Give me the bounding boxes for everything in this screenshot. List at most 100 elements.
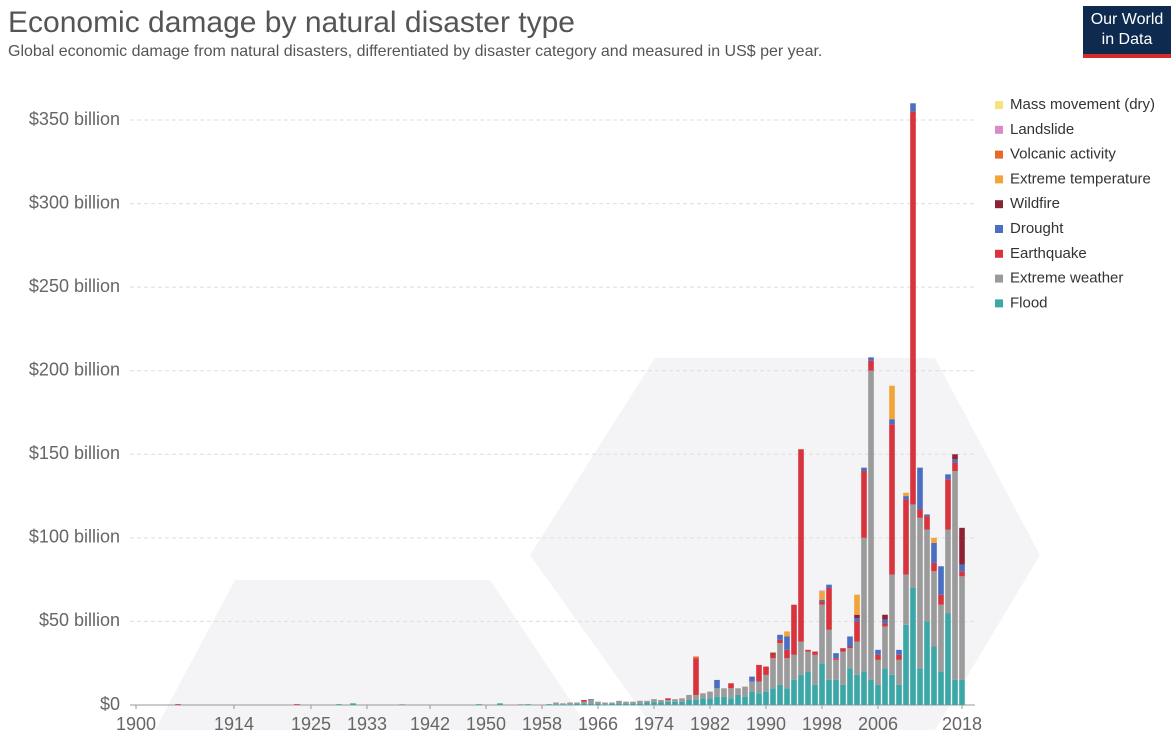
bar-segment [868,360,874,371]
bar-segment [840,648,846,652]
bar-segment [791,679,797,705]
bar-segment [588,699,594,704]
legend-swatch [995,101,1003,109]
bar-segment [770,654,776,659]
bar-segment [924,514,930,517]
bar-segment [693,699,699,705]
bar-segment [861,467,867,471]
bar-segment [581,703,587,705]
bar-segment [924,621,930,705]
bar-segment [819,663,825,705]
bar-segment [714,696,720,705]
bar-segment [588,703,594,705]
bar-segment [756,693,762,705]
bar-segment [833,653,839,659]
bar-segment [854,621,860,642]
legend-label: Extreme weather [1010,270,1123,287]
bar-segment [805,671,811,705]
x-tick-label: 1914 [214,714,254,734]
bar-segment [742,686,748,697]
bar-segment [777,639,783,644]
bar-segment [721,688,727,697]
bar-segment [630,703,636,705]
bar-segment [595,703,601,705]
bar-segment [700,693,706,699]
bar-segment [665,698,671,700]
y-tick-label: $0 [100,694,120,714]
bar-segment [931,562,937,572]
bar-segment [791,654,797,680]
bar-segment [581,699,587,702]
legend-label: Landslide [1010,121,1074,138]
bar-segment [749,681,755,692]
bar-segment [588,699,594,700]
bar-segment [518,704,524,705]
bar-segment [847,648,853,669]
bar-segment [812,684,818,705]
logo-text: in Data [1102,31,1153,48]
bar-segment [679,701,685,705]
bar-segment [672,701,678,705]
bar-segment [581,701,587,704]
legend-swatch [995,225,1003,233]
legend-swatch [995,175,1003,184]
y-tick-label: $350 billion [29,109,120,129]
bar-segment [889,674,895,705]
bar-segment [882,668,888,705]
bar-segment [854,641,860,675]
bar-segment [910,504,916,588]
bar-segment [637,700,643,704]
x-tick-label: 1958 [522,714,562,734]
logo [1083,6,1171,58]
bar-segment [735,688,741,695]
chart-subtitle: Global economic damage from natural disa… [8,43,822,60]
bar-segment [399,704,405,705]
chart-title: Economic damage by natural disaster type [8,6,575,39]
bar-segment [917,467,923,510]
x-tick-label: 1998 [802,714,842,734]
bar-segment [882,619,888,624]
bar-segment [896,659,902,685]
bar-segment [574,703,580,705]
bar-segment [826,584,832,588]
bar-segment [714,679,720,689]
bar-segment [833,679,839,705]
legend-swatch [995,125,1003,134]
bar-segment [749,676,755,682]
legend-swatch [995,249,1003,258]
bar-segment [945,529,951,614]
bar-segment [693,658,699,695]
bar-segment [770,658,776,689]
bar-segment [567,702,573,705]
bar-segment [560,704,566,705]
bar-segment [763,691,769,705]
bar-segment [931,646,937,705]
bar-segment [952,454,958,460]
bar-segment [728,683,734,689]
bar-segment [756,681,762,694]
bar-segment [609,703,615,705]
bar-segment [707,698,713,705]
bar-segment [763,674,769,692]
bar-segment [651,702,657,705]
bar-segment [952,679,958,705]
bar-segment [679,698,685,702]
bar-segment [854,594,860,615]
bar-segment [833,659,839,680]
logo-text: Our World [1091,11,1164,28]
bar-segment [770,688,776,705]
bar-segment [938,671,944,705]
bar-segment [763,666,769,675]
bar-segment [819,601,825,605]
bar-segment [350,703,356,705]
bar-segment [644,700,650,703]
bar-segment [686,694,692,700]
bar-segment [294,704,300,705]
bar-segment [959,564,965,572]
bar-segment [476,704,482,705]
y-tick-label: $100 billion [29,527,120,547]
bar-segment [777,643,783,685]
bar-segment [819,604,825,664]
bar-segment [651,699,657,703]
bar-segment [868,679,874,705]
